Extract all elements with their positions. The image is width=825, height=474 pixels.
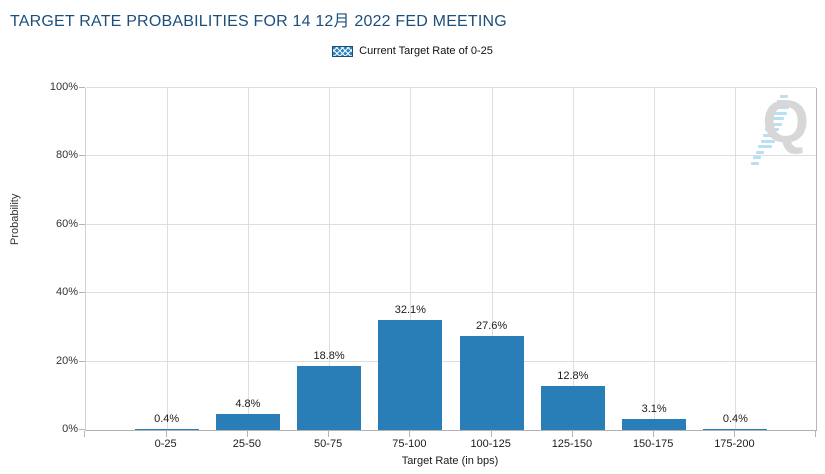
bar-value-label: 12.8% xyxy=(557,370,589,383)
x-tick-label: 25-50 xyxy=(232,438,261,450)
legend-label: Current Target Rate of 0-25 xyxy=(359,45,493,57)
chart-legend: Current Target Rate of 0-25 xyxy=(0,45,825,57)
plot-area: 0.4% 4.8% 18.8% 32.1% 27.6% 12.8% 3.1% 0.4% xyxy=(85,87,817,431)
v-gridline xyxy=(247,88,249,430)
y-tick-mark xyxy=(79,87,85,88)
h-gridline xyxy=(86,292,816,294)
bar-25-50 xyxy=(215,413,280,430)
h-gridline xyxy=(86,223,816,225)
x-axis-right-end-tick xyxy=(815,431,816,437)
x-axis-title: Target Rate (in bps) xyxy=(401,455,499,467)
y-tick-label: 100% xyxy=(49,81,78,93)
bar-value-label: 0.4% xyxy=(154,412,180,425)
x-axis-left-end-tick xyxy=(84,431,85,437)
x-tick-label: 150-175 xyxy=(632,438,674,450)
bar-50-75 xyxy=(297,365,362,430)
x-tick-mark xyxy=(328,431,330,437)
bar-value-label: 32.1% xyxy=(394,304,426,317)
y-tick-label: 0% xyxy=(62,423,78,435)
bar-value-label: 3.1% xyxy=(641,403,667,416)
y-tick-label: 20% xyxy=(55,354,78,367)
y-tick-label: 40% xyxy=(55,286,78,299)
x-tick-mark xyxy=(653,431,655,437)
bar-100-125 xyxy=(459,335,524,430)
bar-value-label: 4.8% xyxy=(235,397,261,410)
v-gridline xyxy=(572,88,574,430)
x-tick-label: 0-25 xyxy=(154,438,177,450)
v-gridline xyxy=(410,88,412,430)
y-axis-title: Probability xyxy=(9,193,21,245)
x-tick-mark xyxy=(409,431,411,437)
v-gridline xyxy=(491,88,493,430)
bar-value-label: 18.8% xyxy=(313,349,345,362)
bar-0-25 xyxy=(134,428,199,430)
v-gridline xyxy=(654,88,656,430)
x-tick-mark xyxy=(165,431,167,437)
x-tick-label: 100-125 xyxy=(470,438,511,450)
y-tick-mark xyxy=(79,223,85,225)
y-tick-mark xyxy=(79,155,85,157)
bar-125-150 xyxy=(540,386,605,430)
v-gridline xyxy=(329,88,331,430)
x-tick-mark xyxy=(734,431,736,437)
x-tick-label: 125-150 xyxy=(551,438,593,450)
h-gridline xyxy=(86,360,816,362)
y-tick-label: 80% xyxy=(55,149,78,162)
h-gridline xyxy=(86,87,816,88)
bar-value-label: 0.4% xyxy=(722,412,748,425)
bar-175-200 xyxy=(703,428,768,430)
x-tick-label: 75-100 xyxy=(392,438,427,450)
page-title: TARGET RATE PROBABILITIES FOR 14 12月 202… xyxy=(10,13,507,30)
y-tick-mark xyxy=(79,292,85,294)
v-gridline xyxy=(735,88,737,430)
v-gridline xyxy=(166,88,168,430)
x-tick-label: 50-75 xyxy=(314,438,343,450)
x-tick-mark xyxy=(571,431,573,437)
bar-150-175 xyxy=(622,419,687,430)
x-tick-label: 175-200 xyxy=(714,438,755,450)
x-tick-mark xyxy=(490,431,492,437)
h-gridline xyxy=(86,155,816,157)
y-tick-label: 60% xyxy=(55,217,78,230)
y-tick-mark xyxy=(79,429,85,430)
legend-hatch-swatch-icon xyxy=(332,45,354,57)
bar-75-100 xyxy=(378,320,443,430)
x-tick-mark xyxy=(246,431,248,437)
bar-value-label: 27.6% xyxy=(476,319,508,332)
y-tick-mark xyxy=(79,360,85,362)
